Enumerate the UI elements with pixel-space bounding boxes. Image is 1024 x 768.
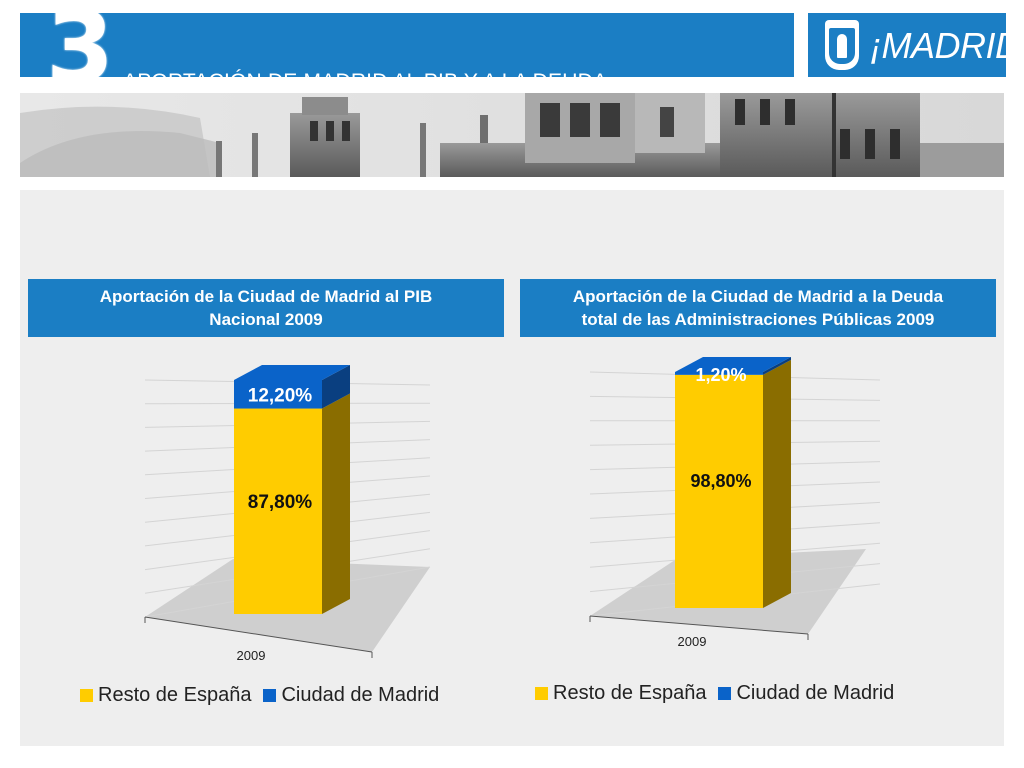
logo-text: ¡MADRID! [870,25,1024,66]
chart2-bar-side-madrid [763,357,791,375]
chart1-legend-label-resto: Resto de España [98,684,252,706]
chart2-legend-label-resto: Resto de España [553,682,707,704]
chart1-bar-side-madrid [322,365,350,409]
chart2-bar-top [675,357,791,372]
chart1-bar-side-resto [322,393,350,614]
chart1-legend-item-madrid: Ciudad de Madrid [263,684,439,707]
chart2-legend-item-resto: Resto de España [535,682,706,705]
chart1-title: Aportación de la Ciudad de Madrid al PIB… [28,279,504,337]
chart2-legend-swatch-madrid [718,687,732,700]
chart1-legend-swatch-resto [80,689,93,702]
page-title: APORTACIÓN DE MADRID AL PIB Y A LA DEUDA [123,70,608,93]
chart2-bar-side-resto [763,359,791,608]
chart1-bar-madrid [234,380,322,409]
chart1-title-line1: Aportación de la Ciudad de Madrid al PIB [99,287,433,306]
chart1-x-axis [144,616,373,653]
chart2-legend: Resto de España Ciudad de Madrid [535,682,906,705]
chart2-label-resto: 98,80% [690,471,751,491]
chart2-title-line2: total de las Administraciones Públicas 2… [581,310,935,329]
madrid-crest-icon [825,20,859,70]
chart2-bar-resto [675,374,763,608]
chart1-bar-resto [234,408,322,614]
city-hall-banner-image [20,93,1004,177]
chart1-bar-top [234,365,350,380]
chart2-label-madrid: 1,20% [695,365,746,385]
chart1-legend-item-resto: Resto de España [80,684,251,707]
chart2-title: Aportación de la Ciudad de Madrid a la D… [520,279,996,337]
chart1-legend-swatch-madrid [263,689,277,702]
chart2-category-label: 2009 [678,634,707,649]
chart2-x-axis [589,615,809,635]
chart1-label-madrid: 12,20% [248,385,313,406]
chart2-title-line1: Aportación de la Ciudad de Madrid a la D… [572,287,944,306]
chart1-legend-label-madrid: Ciudad de Madrid [281,684,440,706]
chart1-category-label: 2009 [237,648,266,663]
section-number: 3 [46,0,115,105]
chart2-legend-item-madrid: Ciudad de Madrid [718,682,894,705]
chart2-legend-swatch-resto [535,687,548,700]
madrid-logo: ¡MADRID! [808,13,1024,77]
chart1-label-resto: 87,80% [248,492,313,513]
title-bar: 3 APORTACIÓN DE MADRID AL PIB Y A LA DEU… [20,0,794,97]
chart1-legend: Resto de España Ciudad de Madrid [80,684,451,707]
chart2-legend-label-madrid: Ciudad de Madrid [736,682,895,704]
chart1-title-line2: Nacional 2009 [209,310,323,329]
chart2-bar-madrid [675,372,763,375]
